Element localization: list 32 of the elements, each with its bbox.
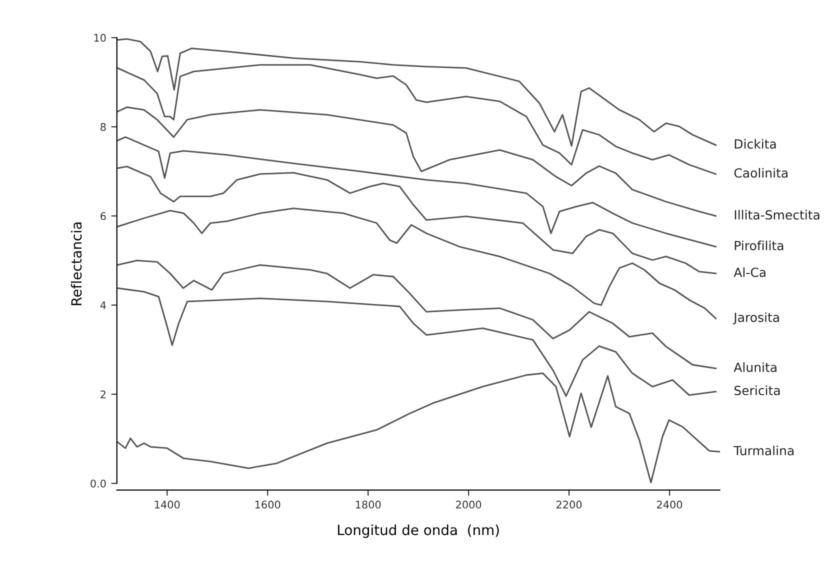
series-label: Al-Ca [734,267,766,278]
line-series [116,106,717,217]
line-series [116,38,717,147]
x-tick-label: 1600 [256,500,280,509]
x-tick-label: 2000 [456,500,482,509]
series-label: Dickita [734,139,776,149]
series-label: Caolinita [734,168,788,178]
y-tick-label: 2 [100,390,106,398]
y-tick-label: 8 [100,123,106,131]
y-tick-label: 6 [100,212,106,220]
x-axis-title: Longitud de onda (nm) [338,524,499,538]
series-label: Sericita [734,386,780,396]
y-tick-label: 10 [94,34,106,42]
y-axis-title: Reflectancia [70,222,82,306]
x-tick-label: 1800 [356,500,381,509]
series-label: Jarosita [733,312,779,324]
series-label: Pirofilita [734,240,784,250]
y-tick-label: 4 [100,301,106,310]
x-tick-label: 2200 [556,500,582,509]
y-tick-label: 0.0 [90,480,106,488]
series-label: Alunita [734,362,776,372]
line-series [116,166,717,274]
line-series [116,260,717,370]
line-series [116,136,717,248]
line-series [116,372,720,484]
series-label: Turmalina [734,446,794,456]
line-series [116,64,717,175]
line-series [116,208,717,320]
x-tick-label: 1400 [155,500,180,509]
x-tick-label: 2400 [657,500,682,509]
series-label: Illita-Smectita [734,210,820,220]
line-series [116,287,717,397]
